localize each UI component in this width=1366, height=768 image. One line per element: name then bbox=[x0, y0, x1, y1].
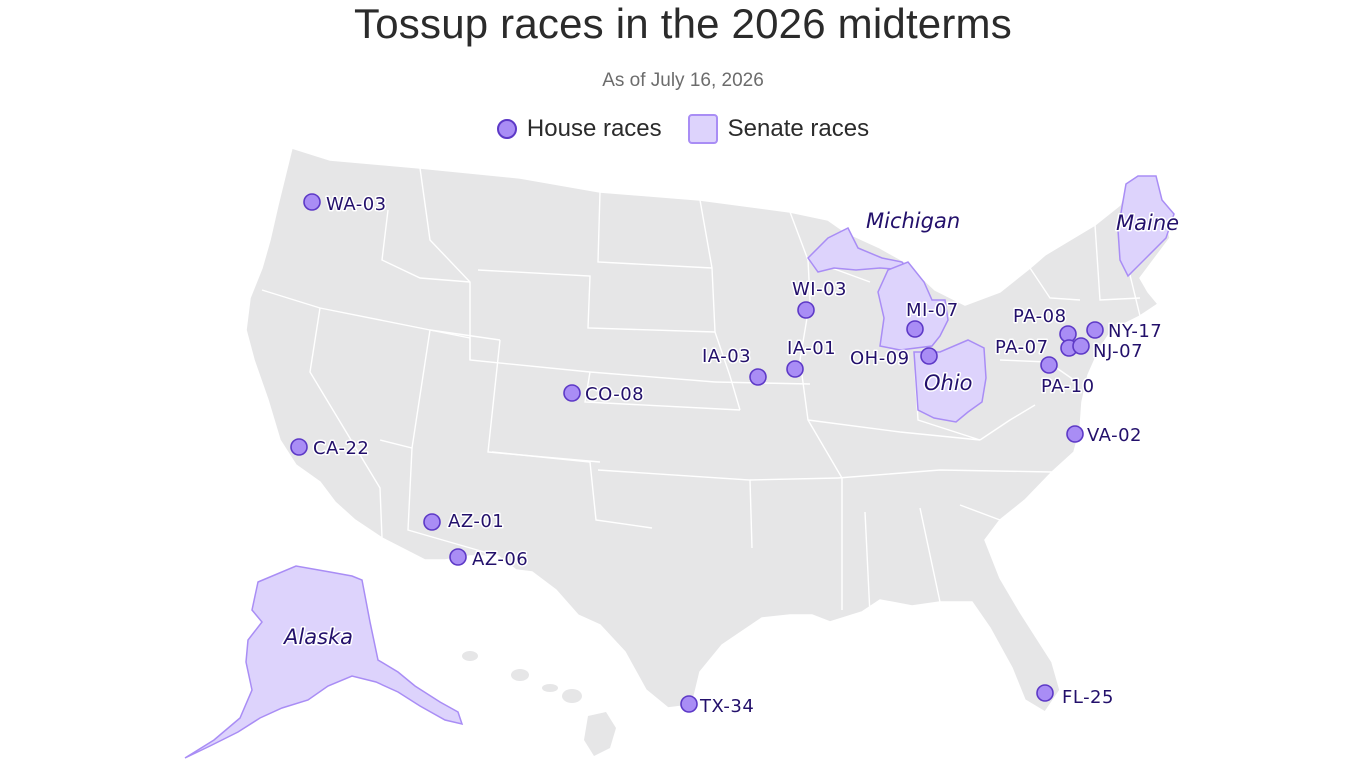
house-marker-nj-07 bbox=[1072, 337, 1090, 355]
house-marker-wa-03 bbox=[303, 193, 321, 211]
hawaii-shape bbox=[462, 651, 616, 756]
house-label-ia-03: IA-03 bbox=[702, 346, 751, 367]
legend-senate-label: Senate races bbox=[727, 115, 870, 142]
lower48-land bbox=[245, 147, 1171, 714]
legend-item-house: House races bbox=[496, 115, 662, 143]
house-marker-co-08 bbox=[563, 384, 581, 402]
house-marker-az-01 bbox=[423, 513, 441, 531]
chart-title: Tossup races in the 2026 midterms bbox=[354, 0, 1012, 47]
house-marker-ca-22 bbox=[290, 438, 308, 456]
house-marker-va-02 bbox=[1066, 425, 1084, 443]
house-label-wa-03: WA-03 bbox=[326, 194, 387, 215]
house-label-pa-07: PA-07 bbox=[995, 337, 1049, 358]
maine-shape bbox=[1117, 175, 1175, 278]
senate-label-maine: Maine bbox=[1116, 211, 1179, 235]
house-label-ia-01: IA-01 bbox=[787, 338, 836, 359]
house-label-ny-17: NY-17 bbox=[1108, 321, 1162, 342]
alaska-shape bbox=[184, 565, 464, 759]
house-marker-wi-03 bbox=[797, 301, 815, 319]
house-label-tx-34: TX-34 bbox=[699, 696, 754, 717]
senate-label-alaska: Alaska bbox=[282, 625, 353, 649]
legend-house-label: House races bbox=[526, 115, 662, 142]
senate-label-ohio: Ohio bbox=[924, 371, 973, 395]
house-label-mi-07: MI-07 bbox=[906, 300, 959, 321]
house-marker-ny-17 bbox=[1086, 321, 1104, 339]
house-label-wi-03: WI-03 bbox=[792, 279, 847, 300]
state-borders bbox=[261, 167, 1141, 616]
legend: House races Senate races bbox=[0, 114, 1366, 144]
chart-subtitle: As of July 16, 2026 bbox=[602, 70, 764, 91]
house-marker-az-06 bbox=[449, 548, 467, 566]
house-label-va-02: VA-02 bbox=[1087, 425, 1142, 446]
house-label-az-06: AZ-06 bbox=[472, 549, 528, 570]
house-label-co-08: CO-08 bbox=[585, 384, 644, 405]
house-marker-pa-10 bbox=[1040, 356, 1058, 374]
house-label-fl-25: FL-25 bbox=[1062, 687, 1114, 708]
house-marker-ia-03 bbox=[749, 368, 767, 386]
house-marker-tx-34 bbox=[680, 695, 698, 713]
house-label-ca-22: CA-22 bbox=[313, 438, 369, 459]
house-markers bbox=[290, 193, 1104, 713]
senate-swatch-icon bbox=[687, 114, 718, 144]
michigan-lower-shape bbox=[877, 261, 949, 351]
house-marker-oh-09 bbox=[920, 347, 938, 365]
senate-label-michigan: Michigan bbox=[866, 209, 960, 233]
house-marker-ia-01 bbox=[786, 360, 804, 378]
house-marker-fl-25 bbox=[1036, 684, 1054, 702]
house-label-nj-07: NJ-07 bbox=[1093, 341, 1143, 362]
house-label-oh-09: OH-09 bbox=[850, 348, 910, 369]
legend-item-senate: Senate races bbox=[687, 114, 870, 144]
house-label-pa-10: PA-10 bbox=[1041, 376, 1095, 397]
house-marker-mi-07 bbox=[906, 320, 924, 338]
house-label-az-01: AZ-01 bbox=[448, 511, 504, 532]
house-marker-icon bbox=[496, 119, 517, 139]
house-label-pa-08: PA-08 bbox=[1013, 306, 1067, 327]
